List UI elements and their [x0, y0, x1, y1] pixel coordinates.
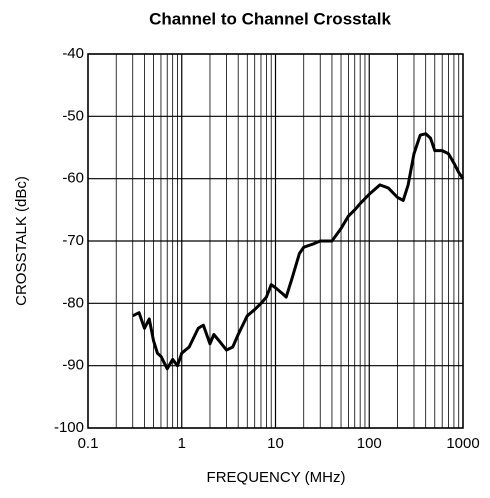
y-tick-label: -100 — [54, 419, 84, 436]
y-axis-label: CROSSTALK (dBc) — [13, 176, 30, 306]
y-tick-label: -90 — [62, 357, 84, 374]
x-tick-label: 1000 — [446, 435, 479, 452]
x-tick-label: 0.1 — [78, 435, 99, 452]
chart-title: Channel to Channel Crosstalk — [149, 9, 391, 28]
y-tick-label: -50 — [62, 107, 84, 124]
x-tick-label: 100 — [357, 435, 382, 452]
x-tick-label: 10 — [267, 435, 284, 452]
x-axis-label: FREQUENCY (MHz) — [207, 469, 346, 486]
y-tick-label: -60 — [62, 170, 84, 187]
y-tick-label: -40 — [62, 45, 84, 62]
y-tick-label: -70 — [62, 232, 84, 249]
plot-frame — [87, 53, 464, 429]
data-line — [132, 132, 465, 371]
y-tick-label: -80 — [62, 294, 84, 311]
x-tick-label: 1 — [178, 435, 186, 452]
